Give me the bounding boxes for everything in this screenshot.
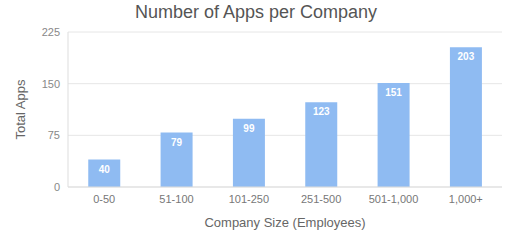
svg-text:150: 150 xyxy=(42,78,60,90)
svg-text:79: 79 xyxy=(171,137,183,148)
svg-text:251-500: 251-500 xyxy=(301,193,341,205)
svg-text:501-1,000: 501-1,000 xyxy=(369,193,419,205)
svg-text:0: 0 xyxy=(54,181,60,193)
html-text:Number of Apps per Company: Number of Apps per Company xyxy=(134,2,378,22)
svg-text:51-100: 51-100 xyxy=(159,193,193,205)
svg-text:40: 40 xyxy=(99,164,111,175)
svg-text:101-250: 101-250 xyxy=(229,193,269,205)
svg-text:203: 203 xyxy=(458,51,475,62)
svg-text:1,000+: 1,000+ xyxy=(449,193,483,205)
svg-text:123: 123 xyxy=(313,106,330,117)
svg-text:0-50: 0-50 xyxy=(93,193,115,205)
svg-text:151: 151 xyxy=(385,87,402,98)
svg-text:225: 225 xyxy=(42,26,60,38)
svg-text:Total Apps: Total Apps xyxy=(13,79,28,139)
svg-text:99: 99 xyxy=(243,123,255,134)
svg-text:75: 75 xyxy=(48,129,60,141)
svg-text:Company Size (Employees): Company Size (Employees) xyxy=(204,215,365,230)
